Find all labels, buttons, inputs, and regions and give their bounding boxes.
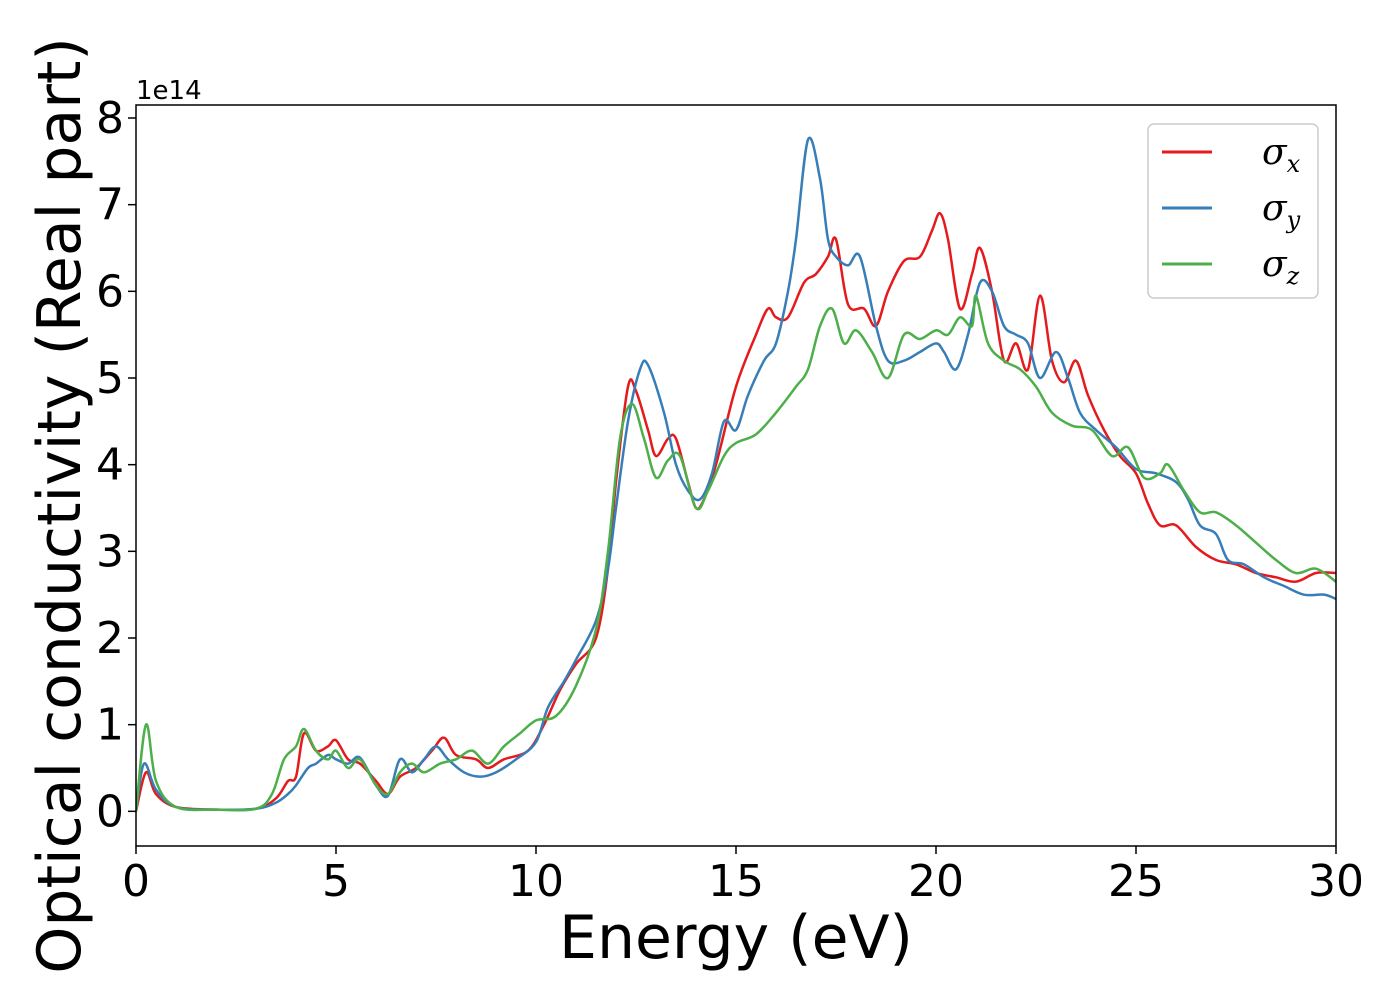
- y-tick-label: 2: [96, 613, 124, 664]
- y-tick-label: 4: [96, 440, 124, 491]
- x-tick-label: 5: [322, 856, 350, 907]
- y-tick-label: 8: [96, 93, 124, 144]
- y-tick-label: 0: [96, 786, 124, 837]
- y-tick-label: 7: [96, 180, 124, 231]
- axis-ticks: 0 5 10 15 20 25 30 0 1 2 3 4 5 6 7 8: [96, 93, 1364, 907]
- x-tick-label: 15: [708, 856, 764, 907]
- x-tick-label: 25: [1108, 856, 1164, 907]
- legend-box: [1147, 123, 1319, 299]
- legend-label-x: σx: [1262, 132, 1301, 178]
- y-tick-label: 5: [96, 353, 124, 404]
- legend: σx σy σz: [1147, 123, 1319, 299]
- x-tick-label: 0: [122, 856, 150, 907]
- y-offset-label: 1e14: [136, 76, 202, 106]
- plot-area: [136, 136, 1336, 812]
- y-axis-title: Optical conductivity (Real part): [25, 37, 95, 974]
- y-tick-label: 6: [96, 266, 124, 317]
- x-tick-label: 20: [908, 856, 964, 907]
- x-axis-title: Energy (eV): [559, 903, 913, 973]
- x-tick-label: 10: [508, 856, 564, 907]
- series-line-z: [136, 294, 1336, 812]
- y-tick-label: 1: [96, 700, 124, 751]
- y-tick-label: 3: [96, 526, 124, 577]
- x-tick-label: 30: [1308, 856, 1364, 907]
- series-line-x: [136, 212, 1336, 812]
- legend-label-z: σz: [1262, 244, 1300, 290]
- legend-label-y: σy: [1262, 188, 1301, 234]
